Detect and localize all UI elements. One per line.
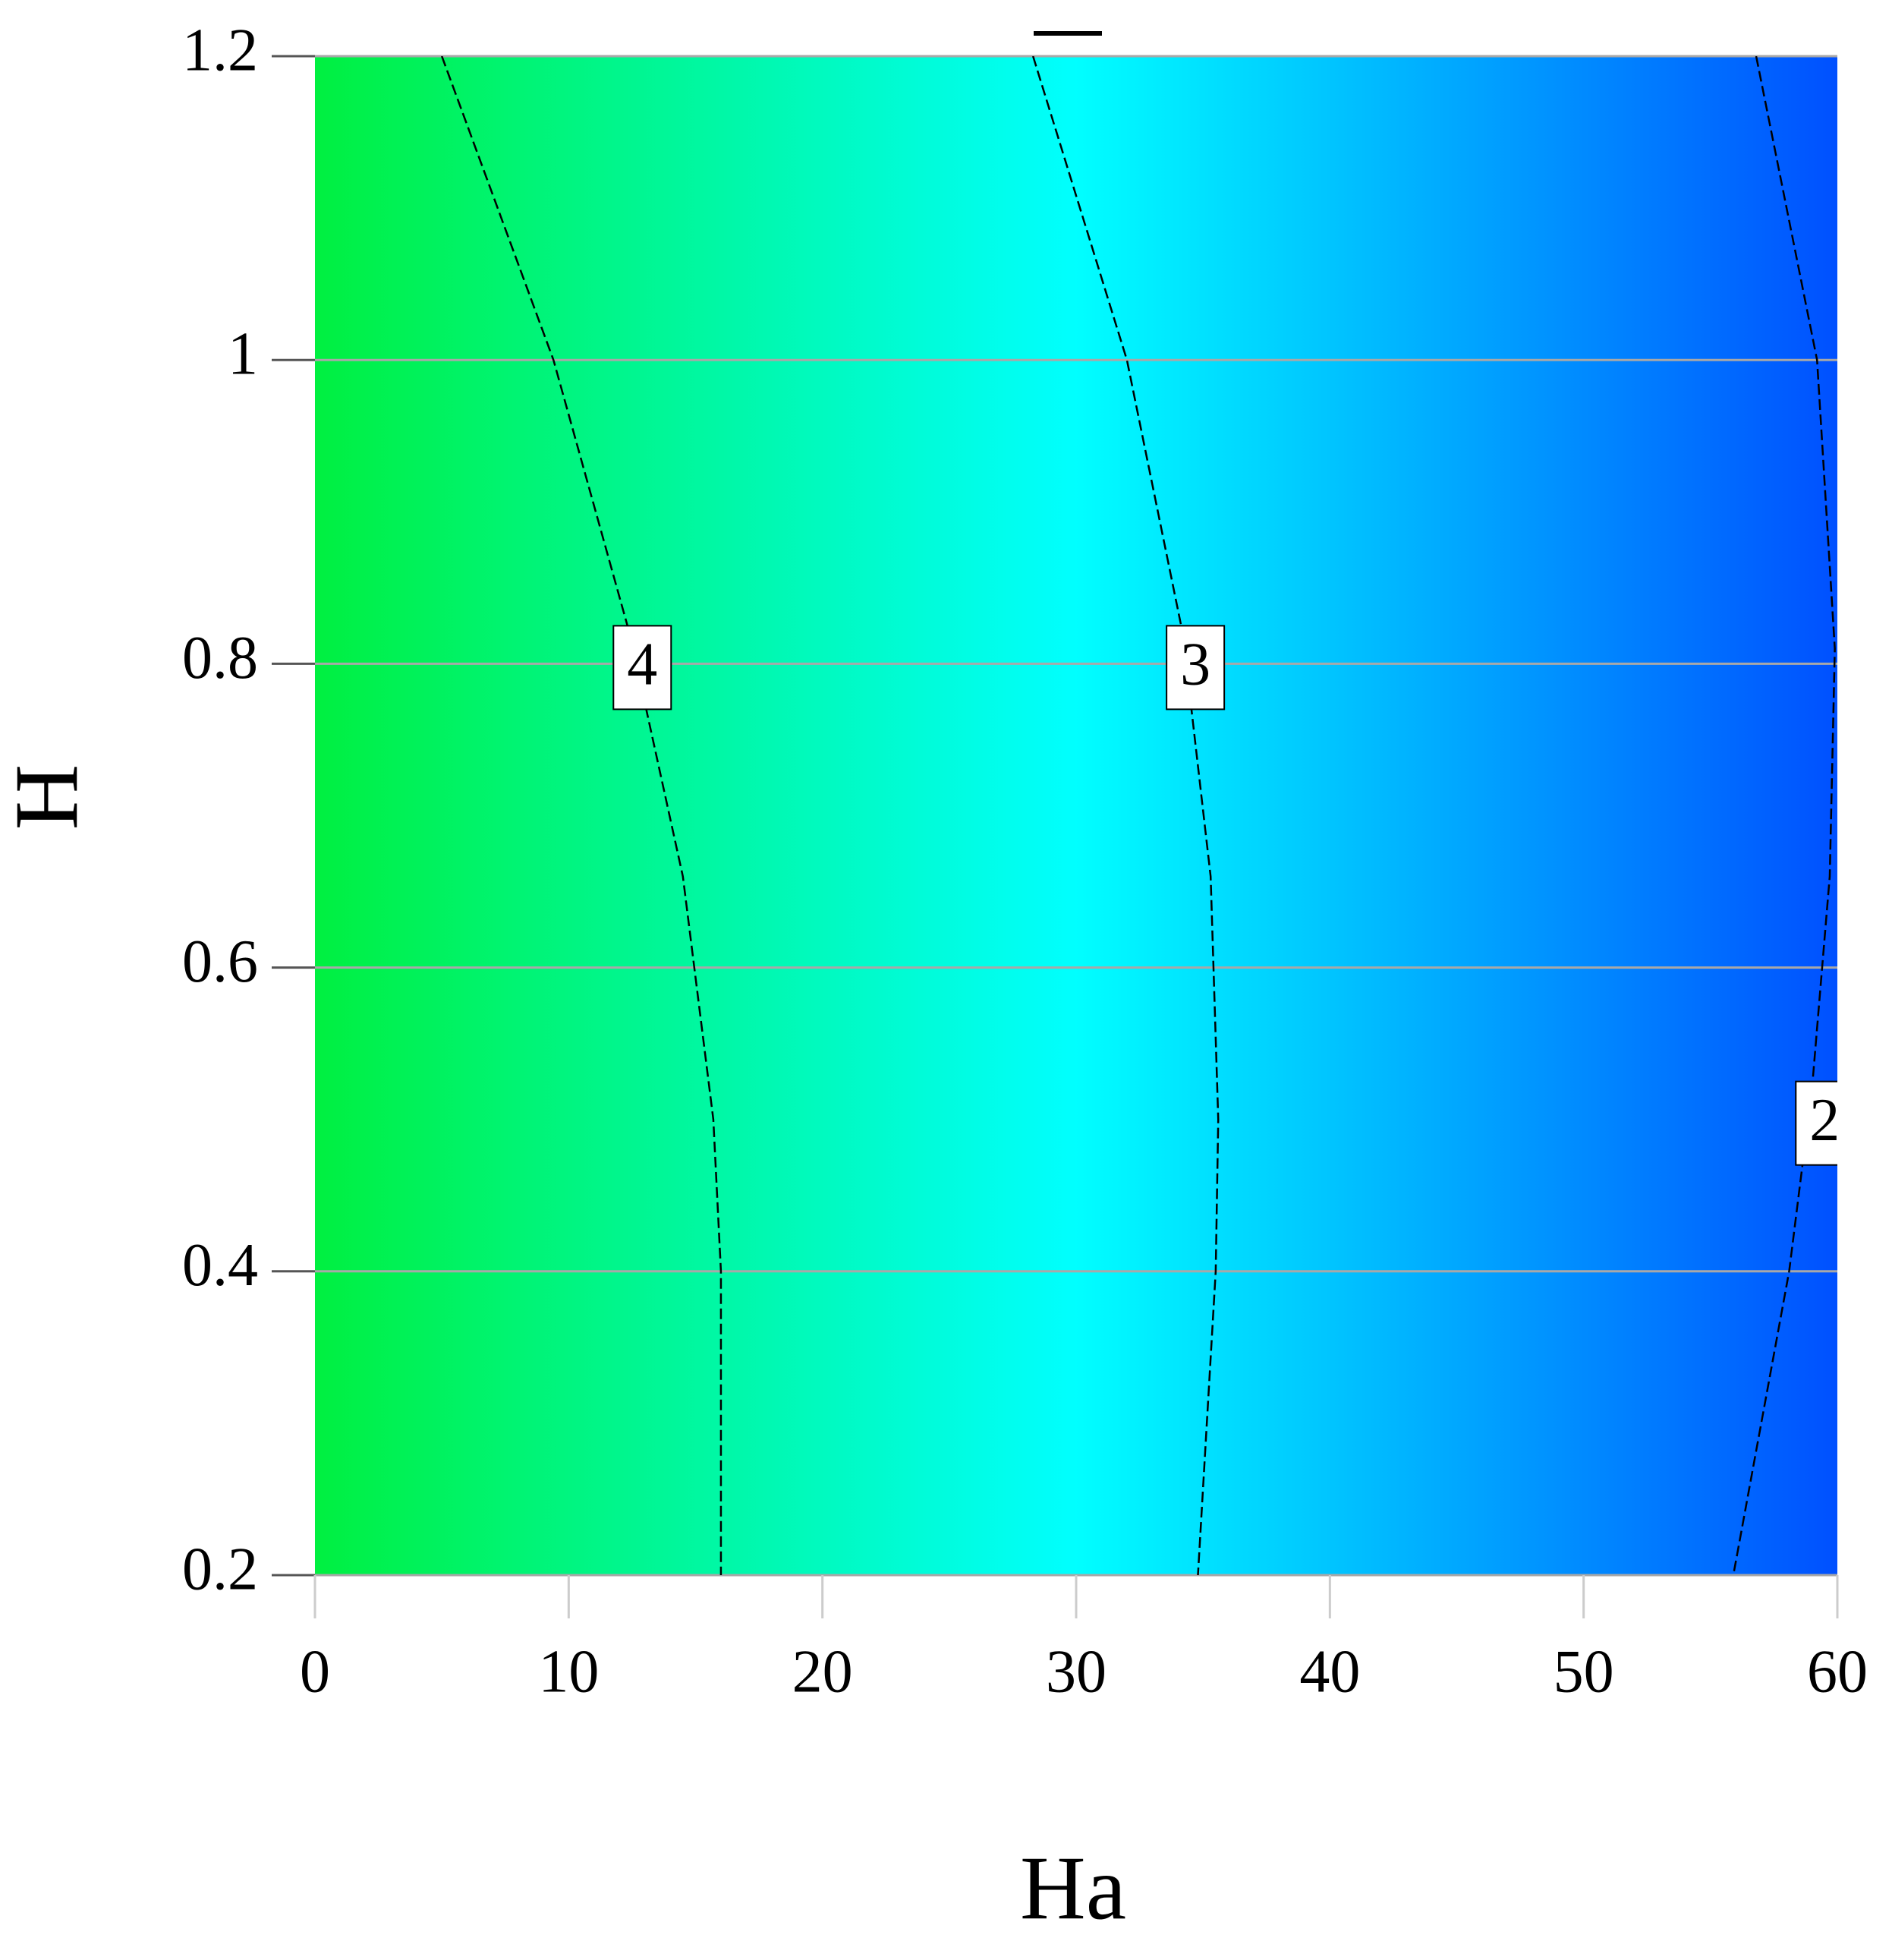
y-tick-label: 1.2	[182, 17, 258, 84]
contour-label: 3	[1180, 632, 1210, 698]
contour-line	[440, 56, 722, 1575]
contour-line	[1031, 56, 1220, 1575]
y-tick-label: 0.4	[182, 1232, 258, 1299]
contour-label: 2	[1809, 1087, 1840, 1154]
color-field	[315, 56, 1837, 1575]
contour-line	[1732, 56, 1836, 1575]
contour-label-box	[1795, 1080, 1837, 1166]
x-tick-label: 40	[1299, 1638, 1360, 1705]
contour-label-box	[612, 625, 672, 711]
y-tick-label: 1	[228, 321, 258, 388]
x-tick-label: 0	[300, 1638, 330, 1705]
x-tick-label: 10	[538, 1638, 599, 1705]
x-tick-label: 60	[1807, 1638, 1868, 1705]
contours: 4 3 2	[440, 56, 1840, 1575]
y-tick-label: 0.6	[182, 928, 258, 995]
y-tick-label: 0.2	[182, 1536, 258, 1602]
y-tick-label: 0.8	[182, 625, 258, 692]
x-tick-label: 20	[792, 1638, 853, 1705]
contour-label: 4	[627, 632, 657, 698]
x-tick-label: 50	[1554, 1638, 1614, 1705]
contour-label-box	[1166, 625, 1226, 711]
x-axis-label: Ha	[1020, 1838, 1126, 1939]
x-tick-label: 30	[1046, 1638, 1107, 1705]
y-axis-label: H	[0, 764, 97, 830]
